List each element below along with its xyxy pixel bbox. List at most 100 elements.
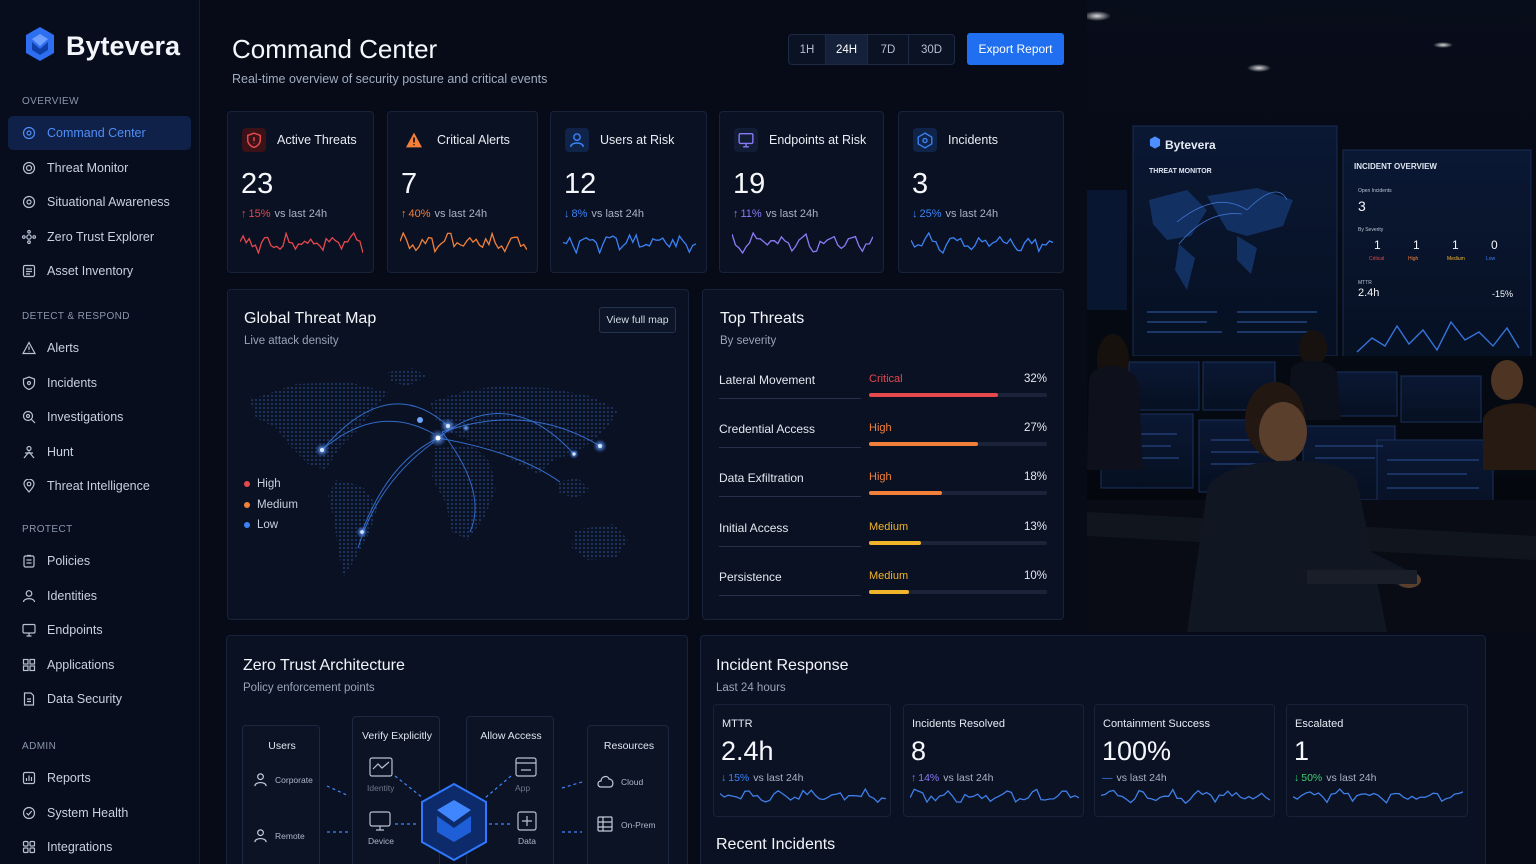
threat-row-data-exfiltration[interactable]: Data Exfiltration High 18% xyxy=(719,461,1047,510)
threat-row-lateral-movement[interactable]: Lateral Movement Critical 32% xyxy=(719,363,1047,412)
top-threats-title: Top Threats xyxy=(720,310,805,327)
map-title: Global Threat Map xyxy=(244,310,377,327)
photo-open-incidents-label: Open Incidents xyxy=(1358,188,1392,194)
threat-bar-track xyxy=(869,393,1047,397)
sidebar-item-zero-trust-explorer[interactable]: Zero Trust Explorer xyxy=(8,220,191,254)
nav-section-overview: OVERVIEW xyxy=(22,96,79,107)
kpi-card-incidents[interactable]: Incidents 3 ↓ 25% vs last 24h xyxy=(898,111,1064,273)
export-report-button[interactable]: Export Report xyxy=(967,33,1064,65)
photo-sev-label: High xyxy=(1408,256,1419,262)
search-icon xyxy=(22,410,36,424)
range-30d-button[interactable]: 30D xyxy=(920,43,943,56)
threat-name: Persistence xyxy=(719,569,782,584)
list-icon xyxy=(22,264,36,278)
ir-card-containment-success[interactable]: Containment Success 100% — vs last 24h xyxy=(1094,704,1275,817)
ir-card-escalated[interactable]: Escalated 1 ↓ 50% vs last 24h xyxy=(1286,704,1468,817)
photo-threat-monitor-label: THREAT MONITOR xyxy=(1149,168,1212,175)
threat-row-initial-access[interactable]: Initial Access Medium 13% xyxy=(719,511,1047,560)
sidebar-item-situational-awareness[interactable]: Situational Awareness xyxy=(8,185,191,219)
sidebar-item-applications[interactable]: Applications xyxy=(8,648,191,682)
legend-label: Medium xyxy=(257,498,298,511)
kpi-delta-value: 11% xyxy=(740,208,762,220)
zero-trust-title: Zero Trust Architecture xyxy=(243,657,405,674)
sidebar-item-data-security[interactable]: Data Security xyxy=(8,682,191,716)
ir-card-incidents-resolved[interactable]: Incidents Resolved 8 ↑ 14% vs last 24h xyxy=(903,704,1084,817)
zero-trust-core-icon[interactable] xyxy=(419,782,489,864)
kpi-delta-note: vs last 24h xyxy=(274,208,328,220)
ir-card-delta: ↓ 50% vs last 24h xyxy=(1294,772,1376,784)
kpi-header: Users at Risk xyxy=(565,128,674,152)
sidebar-item-incidents[interactable]: Incidents xyxy=(8,366,191,400)
sidebar-item-command-center[interactable]: Command Center xyxy=(8,116,191,150)
sidebar-item-reports[interactable]: Reports xyxy=(8,761,191,795)
photo-screen-brand: Bytevera xyxy=(1149,136,1216,154)
kpi-value: 7 xyxy=(401,168,418,200)
kpi-card-active-threats[interactable]: Active Threats 23 ↑ 15% vs last 24h xyxy=(227,111,374,273)
grid-icon xyxy=(22,658,36,672)
kpi-card-users-at-risk[interactable]: Users at Risk 12 ↓ 8% vs last 24h xyxy=(550,111,707,273)
brand-name: Bytevera xyxy=(66,31,181,61)
sidebar-item-threat-monitor[interactable]: Threat Monitor xyxy=(8,151,191,185)
sidebar-item-asset-inventory[interactable]: Asset Inventory xyxy=(8,254,191,288)
ir-delta-value: 50% xyxy=(1301,772,1323,784)
arrow-up-icon: ↑ xyxy=(241,208,247,220)
sidebar-item-integrations[interactable]: Integrations xyxy=(8,830,191,864)
legend-dot xyxy=(244,481,250,487)
time-range-selector: 1H 24H 7D 30D xyxy=(788,34,955,65)
zt-users-box[interactable]: Users Corporate Remote xyxy=(242,725,320,864)
zt-resources-box[interactable]: Resources Cloud On-Prem xyxy=(587,725,669,864)
zt-resources-onprem: On-Prem xyxy=(621,820,656,830)
threat-divider xyxy=(719,594,861,596)
range-24h-button[interactable]: 24H xyxy=(826,35,868,64)
threat-row-persistence[interactable]: Persistence Medium 10% xyxy=(719,560,1047,609)
threat-percent: 32% xyxy=(1023,373,1047,385)
photo-sev-label: Low xyxy=(1486,256,1496,262)
kpi-delta-value: 8% xyxy=(571,208,588,220)
threat-severity: Medium xyxy=(869,520,909,533)
kpi-header: Incidents xyxy=(913,128,998,152)
photo-sev-label: Critical xyxy=(1369,256,1385,262)
photo-mttr-delta: -15% xyxy=(1492,289,1514,299)
world-map[interactable] xyxy=(238,362,678,602)
recent-incidents-title: Recent Incidents xyxy=(716,836,836,853)
monitor-icon xyxy=(22,623,36,637)
chart-icon xyxy=(22,771,36,785)
sidebar-item-identities[interactable]: Identities xyxy=(8,579,191,613)
view-full-map-button[interactable]: View full map xyxy=(599,307,676,333)
ir-card-value: 100% xyxy=(1102,736,1172,766)
sidebar-item-threat-intelligence[interactable]: Threat Intelligence xyxy=(8,469,191,503)
range-7d-button[interactable]: 7D xyxy=(868,35,909,64)
nav-section-detect-and-respond: DETECT & RESPOND xyxy=(22,311,130,322)
sidebar-item-system-health[interactable]: System Health xyxy=(8,796,191,830)
sidebar-item-alerts[interactable]: Alerts xyxy=(8,331,191,365)
kpi-label: Critical Alerts xyxy=(437,133,510,147)
heart-check-icon xyxy=(22,806,36,820)
sidebar-item-label: Applications xyxy=(47,657,115,672)
kpi-card-critical-alerts[interactable]: Critical Alerts 7 ↑ 40% vs last 24h xyxy=(387,111,538,273)
ir-card-mttr[interactable]: MTTR 2.4h ↓ 15% vs last 24h xyxy=(713,704,891,817)
sidebar-item-investigations[interactable]: Investigations xyxy=(8,400,191,434)
kpi-header: Endpoints at Risk xyxy=(734,128,866,152)
eye-icon xyxy=(22,195,36,209)
shield-alert-icon xyxy=(242,128,266,152)
ir-delta-note: vs last 24h xyxy=(1116,772,1167,784)
threat-percent: 10% xyxy=(1023,569,1047,582)
bytevera-logo-icon xyxy=(24,26,56,67)
threat-row-credential-access[interactable]: Credential Access High 27% xyxy=(719,412,1047,461)
ir-card-value: 1 xyxy=(1294,736,1310,766)
nav-section-protect: PROTECT xyxy=(22,524,73,535)
sidebar-item-policies[interactable]: Policies xyxy=(8,544,191,578)
zt-resources-title: Resources xyxy=(603,740,655,752)
range-1h-button[interactable]: 1H xyxy=(789,35,826,64)
sidebar-item-endpoints[interactable]: Endpoints xyxy=(8,613,191,647)
sidebar-item-label: Situational Awareness xyxy=(47,195,170,209)
brand-logo[interactable]: Bytevera xyxy=(24,26,180,67)
zt-users-title: Users xyxy=(268,740,296,752)
ir-card-value: 2.4h xyxy=(721,736,774,766)
zt-resources-cloud: Cloud xyxy=(621,777,644,787)
kpi-card-endpoints-at-risk[interactable]: Endpoints at Risk 19 ↑ 11% vs last 24h xyxy=(719,111,884,273)
sidebar-item-hunt[interactable]: Hunt xyxy=(8,435,191,469)
threat-percent: 13% xyxy=(1023,520,1047,533)
ir-delta-value: 15% xyxy=(728,772,750,784)
